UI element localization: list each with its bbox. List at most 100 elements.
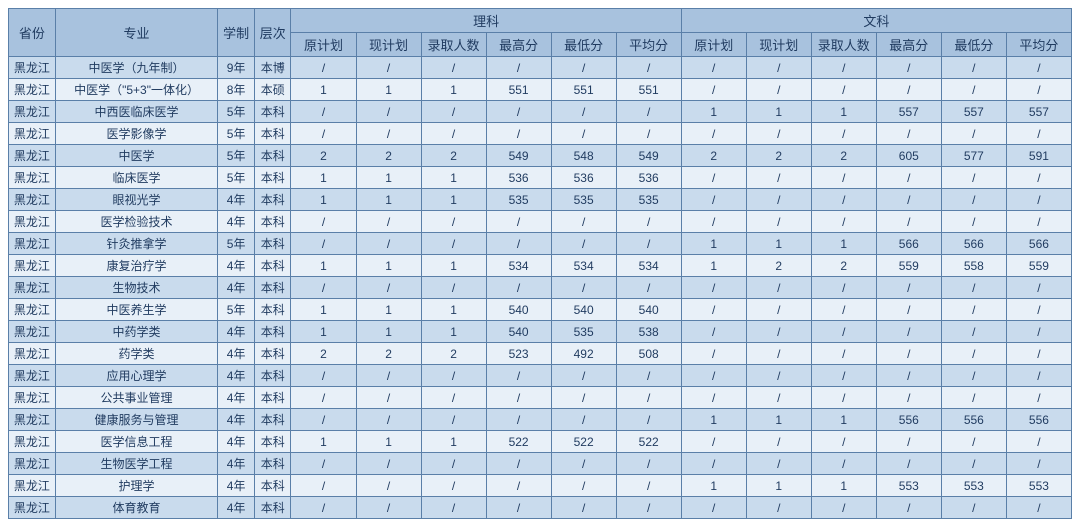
cell-a-avg: /	[1006, 167, 1071, 189]
cell-major: 生物医学工程	[55, 453, 218, 475]
cell-a-max: /	[876, 387, 941, 409]
cell-a-admitted: /	[811, 211, 876, 233]
table-row: 黑龙江医学信息工程4年本科111522522522//////	[9, 431, 1072, 453]
table-row: 黑龙江中医养生学5年本科111540540540//////	[9, 299, 1072, 321]
cell-a-admitted: /	[811, 57, 876, 79]
cell-s-admitted: /	[421, 497, 486, 519]
cell-s-plan-orig: /	[291, 101, 356, 123]
cell-duration: 5年	[218, 167, 255, 189]
cell-s-admitted: /	[421, 57, 486, 79]
cell-a-min: /	[941, 123, 1006, 145]
cell-s-admitted: 2	[421, 145, 486, 167]
cell-a-plan-now: 2	[746, 145, 811, 167]
table-row: 黑龙江临床医学5年本科111536536536//////	[9, 167, 1072, 189]
cell-a-admitted: /	[811, 299, 876, 321]
cell-major: 中医学（九年制）	[55, 57, 218, 79]
cell-s-min: /	[551, 365, 616, 387]
cell-level: 本科	[254, 123, 291, 145]
cell-s-plan-orig: /	[291, 409, 356, 431]
cell-s-admitted: 2	[421, 343, 486, 365]
cell-s-max: 522	[486, 431, 551, 453]
col-s-admitted: 录取人数	[421, 33, 486, 57]
cell-a-avg: /	[1006, 211, 1071, 233]
cell-s-plan-orig: 1	[291, 299, 356, 321]
cell-duration: 5年	[218, 233, 255, 255]
table-row: 黑龙江中医学（九年制）9年本博////////////	[9, 57, 1072, 79]
cell-a-min: /	[941, 343, 1006, 365]
col-s-max: 最高分	[486, 33, 551, 57]
cell-a-plan-now: /	[746, 365, 811, 387]
cell-a-avg: /	[1006, 79, 1071, 101]
cell-level: 本科	[254, 387, 291, 409]
cell-a-avg: /	[1006, 497, 1071, 519]
cell-s-min: /	[551, 475, 616, 497]
cell-a-avg: /	[1006, 189, 1071, 211]
col-a-admitted: 录取人数	[811, 33, 876, 57]
col-s-avg: 平均分	[616, 33, 681, 57]
cell-s-plan-now: /	[356, 211, 421, 233]
cell-s-avg: 549	[616, 145, 681, 167]
table-row: 黑龙江医学检验技术4年本科////////////	[9, 211, 1072, 233]
cell-level: 本科	[254, 255, 291, 277]
cell-a-admitted: 2	[811, 145, 876, 167]
table-row: 黑龙江健康服务与管理4年本科//////111556556556	[9, 409, 1072, 431]
cell-s-max: 523	[486, 343, 551, 365]
cell-s-admitted: 1	[421, 431, 486, 453]
cell-a-plan-orig: 2	[681, 145, 746, 167]
cell-a-min: 558	[941, 255, 1006, 277]
cell-a-min: /	[941, 299, 1006, 321]
cell-a-plan-now: /	[746, 57, 811, 79]
cell-a-avg: 557	[1006, 101, 1071, 123]
cell-a-plan-now: /	[746, 343, 811, 365]
cell-duration: 4年	[218, 343, 255, 365]
cell-s-admitted: /	[421, 475, 486, 497]
cell-a-min: /	[941, 79, 1006, 101]
cell-a-avg: 566	[1006, 233, 1071, 255]
cell-province: 黑龙江	[9, 321, 56, 343]
cell-level: 本科	[254, 233, 291, 255]
cell-s-plan-now: /	[356, 453, 421, 475]
cell-s-max: 540	[486, 299, 551, 321]
table-row: 黑龙江生物技术4年本科////////////	[9, 277, 1072, 299]
cell-s-min: 535	[551, 189, 616, 211]
cell-level: 本科	[254, 365, 291, 387]
cell-a-plan-orig: 1	[681, 233, 746, 255]
cell-major: 中医学（"5+3"一体化）	[55, 79, 218, 101]
cell-a-plan-now: 1	[746, 475, 811, 497]
cell-a-plan-now: /	[746, 277, 811, 299]
cell-a-min: /	[941, 321, 1006, 343]
cell-level: 本科	[254, 211, 291, 233]
cell-s-avg: 534	[616, 255, 681, 277]
cell-duration: 4年	[218, 387, 255, 409]
col-a-avg: 平均分	[1006, 33, 1071, 57]
cell-major: 体育教育	[55, 497, 218, 519]
cell-a-plan-orig: /	[681, 343, 746, 365]
cell-s-avg: /	[616, 387, 681, 409]
cell-a-min: /	[941, 277, 1006, 299]
cell-level: 本博	[254, 57, 291, 79]
cell-level: 本科	[254, 453, 291, 475]
cell-a-plan-now: /	[746, 431, 811, 453]
col-a-plan-now: 现计划	[746, 33, 811, 57]
cell-province: 黑龙江	[9, 233, 56, 255]
cell-duration: 4年	[218, 409, 255, 431]
cell-province: 黑龙江	[9, 123, 56, 145]
col-group-arts: 文科	[681, 9, 1071, 33]
cell-a-plan-now: 1	[746, 233, 811, 255]
cell-a-plan-now: 1	[746, 409, 811, 431]
cell-a-plan-now: 1	[746, 101, 811, 123]
cell-a-admitted: /	[811, 497, 876, 519]
cell-s-max: /	[486, 453, 551, 475]
cell-province: 黑龙江	[9, 277, 56, 299]
table-row: 黑龙江生物医学工程4年本科////////////	[9, 453, 1072, 475]
cell-province: 黑龙江	[9, 387, 56, 409]
cell-a-plan-orig: /	[681, 431, 746, 453]
cell-a-max: 556	[876, 409, 941, 431]
cell-a-plan-orig: /	[681, 123, 746, 145]
cell-a-avg: /	[1006, 431, 1071, 453]
cell-a-max: /	[876, 189, 941, 211]
cell-province: 黑龙江	[9, 57, 56, 79]
cell-s-min: /	[551, 277, 616, 299]
cell-a-plan-now: /	[746, 167, 811, 189]
cell-s-plan-now: 1	[356, 167, 421, 189]
